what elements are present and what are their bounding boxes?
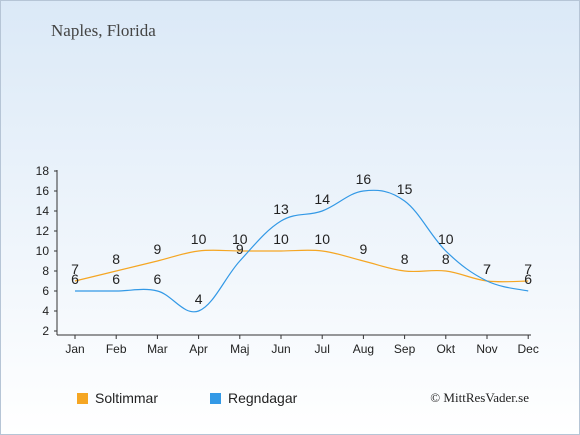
legend-item-soltimmar: Soltimmar	[77, 390, 158, 406]
x-tick-label: Sep	[394, 342, 416, 356]
data-label-soltimmar: 8	[442, 251, 450, 267]
data-label-regndagar: 7	[483, 261, 491, 277]
series-line-regndagar	[75, 189, 529, 313]
x-tick-label: Apr	[189, 342, 208, 356]
axes: 2 4 6 8 10 12 14 16 18 Jan Feb Mar Apr Maj Jun Jul Aug Se…	[36, 164, 539, 356]
data-label-regndagar: 6	[154, 271, 162, 287]
data-label-soltimmar: 10	[273, 231, 289, 247]
y-tick-label: 12	[36, 224, 50, 238]
y-tick-label: 6	[42, 284, 49, 298]
x-tick-label: Okt	[436, 342, 455, 356]
data-label-regndagar: 16	[356, 171, 372, 187]
data-label-soltimmar: 7	[483, 261, 491, 277]
x-tick-label: Maj	[230, 342, 249, 356]
data-label-soltimmar: 7	[71, 261, 79, 277]
data-label-regndagar: 14	[314, 191, 330, 207]
data-label-soltimmar: 9	[154, 241, 162, 257]
data-label-soltimmar: 7	[524, 261, 532, 277]
data-label-soltimmar: 8	[112, 251, 120, 267]
x-tick-label: Jun	[271, 342, 290, 356]
legend-label-regndagar: Regndagar	[228, 390, 298, 406]
x-tick-label: Feb	[106, 342, 127, 356]
data-label-regndagar: 13	[273, 201, 289, 217]
y-tick-label: 4	[42, 304, 49, 318]
data-label-regndagar: 6	[524, 271, 532, 287]
y-tick-label: 16	[36, 184, 50, 198]
series-line-soltimmar	[74, 249, 529, 283]
x-tick-label: Dec	[518, 342, 539, 356]
y-tick-label: 10	[36, 244, 50, 258]
y-tick-label: 14	[36, 204, 50, 218]
data-label-regndagar: 15	[397, 181, 413, 197]
legend-item-regndagar: Regndagar	[210, 390, 297, 406]
y-tick-label: 2	[42, 324, 49, 338]
y-tick-label: 8	[42, 264, 49, 278]
data-label-soltimmar: 8	[401, 251, 409, 267]
copyright-text: © MittResVader.se	[430, 390, 529, 405]
data-label-regndagar: 9	[236, 241, 244, 257]
data-label-soltimmar: 10	[191, 231, 207, 247]
x-tick-label: Aug	[353, 342, 374, 356]
data-label-soltimmar: 10	[314, 231, 330, 247]
legend-label-soltimmar: Soltimmar	[95, 390, 159, 406]
x-tick-label: Jul	[315, 342, 330, 356]
series-lines	[74, 189, 529, 313]
data-label-regndagar: 6	[112, 271, 120, 287]
data-label-regndagar: 4	[195, 291, 203, 307]
y-tick-label: 18	[36, 164, 50, 178]
chart-title: Naples, Florida	[51, 21, 156, 40]
data-label-soltimmar: 10	[232, 231, 248, 247]
x-tick-label: Jan	[65, 342, 84, 356]
data-label-soltimmar: 9	[360, 241, 368, 257]
legend-swatch-regndagar	[210, 392, 221, 404]
x-tick-label: Nov	[476, 342, 497, 356]
x-tick-label: Mar	[147, 342, 168, 356]
data-label-regndagar: 6	[71, 271, 79, 287]
legend-swatch-soltimmar	[77, 392, 88, 404]
data-label-regndagar: 10	[438, 231, 454, 247]
